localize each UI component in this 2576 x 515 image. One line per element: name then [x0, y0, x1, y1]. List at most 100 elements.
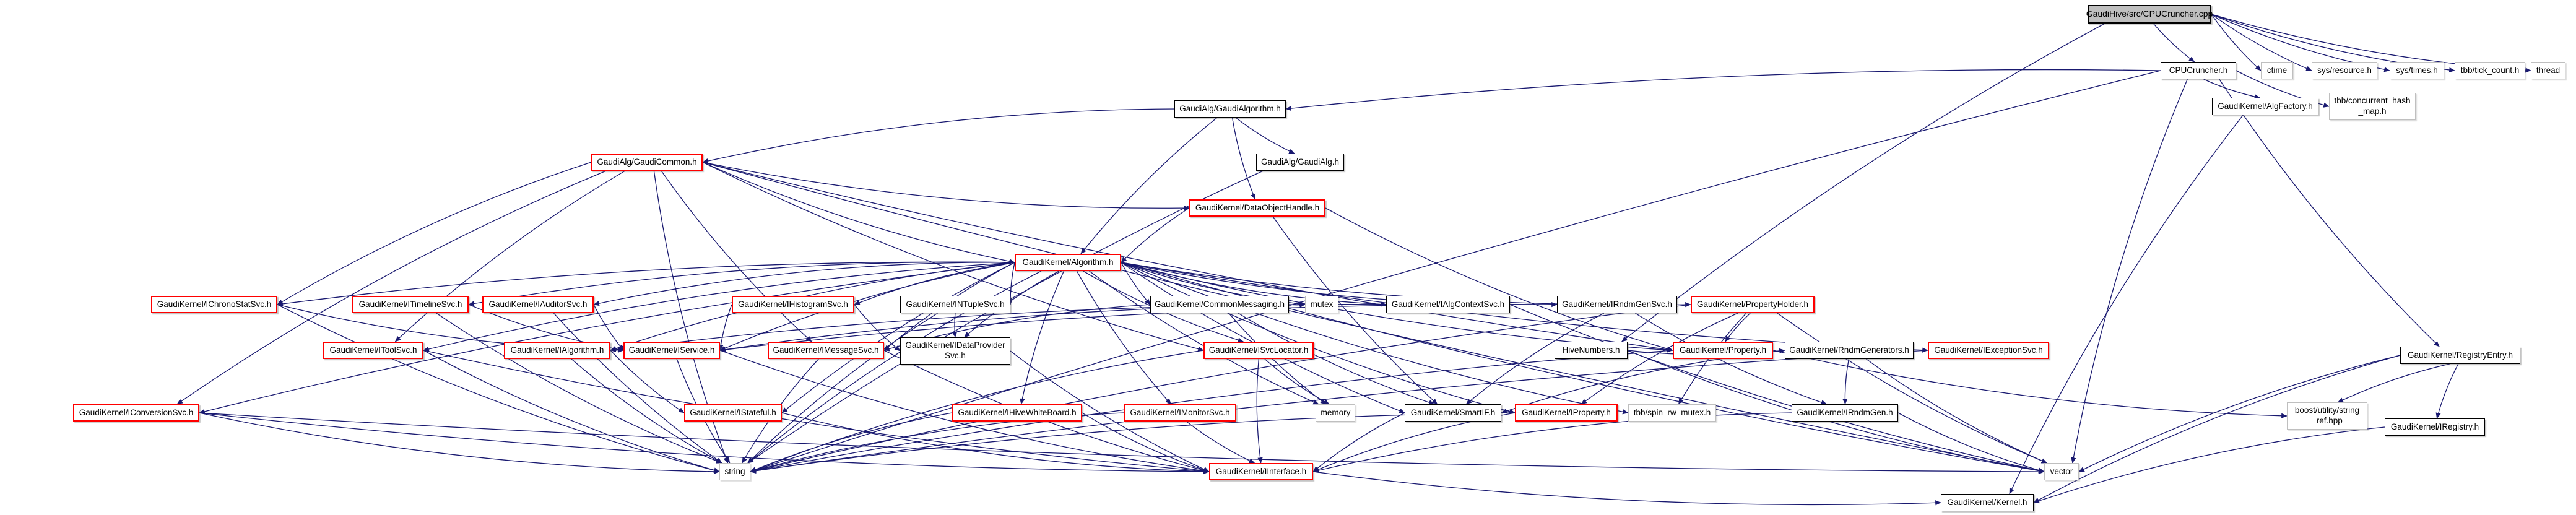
include-edge — [781, 412, 1210, 474]
include-edge — [1082, 412, 1210, 473]
include-edge — [719, 262, 1015, 351]
include-edge — [702, 162, 1673, 352]
include-edge — [719, 350, 1210, 474]
node-kernel[interactable]: GaudiKernel/Kernel.h — [1941, 494, 2034, 511]
include-edge — [1089, 270, 1319, 405]
node-registryentry[interactable]: GaudiKernel/RegistryEntry.h — [2400, 347, 2520, 364]
include-edge — [1121, 262, 1516, 414]
node-iproperty[interactable]: GaudiKernel/IProperty.h — [1515, 404, 1618, 422]
include-edge — [747, 270, 1042, 464]
node-sys-times: sys/times.h — [2390, 62, 2444, 79]
include-edge — [610, 350, 685, 413]
node-cruncher-h[interactable]: CPUCruncher.h — [2161, 62, 2236, 79]
include-edge — [1121, 262, 1405, 413]
include-edge — [1842, 358, 1850, 405]
include-edge — [718, 304, 732, 351]
include-edge — [1621, 23, 2105, 342]
include-edge — [423, 262, 1015, 352]
include-edge — [571, 358, 722, 464]
node-iconversion[interactable]: GaudiKernel/IConversionSvc.h — [73, 404, 199, 422]
node-idataprovider[interactable]: GaudiKernel/IDataProvider Svc.h — [900, 337, 1010, 365]
include-edge — [1256, 358, 1263, 464]
node-istateful[interactable]: GaudiKernel/IStateful.h — [684, 404, 782, 422]
include-edge — [702, 162, 1190, 211]
include-edge — [423, 350, 1210, 474]
node-itimeline[interactable]: GaudiKernel/ITimelineSvc.h — [352, 296, 469, 313]
include-edge — [702, 108, 1175, 164]
node-iexception[interactable]: GaudiKernel/IExceptionSvc.h — [1928, 342, 2049, 359]
include-edge — [1080, 117, 1218, 254]
node-ichronostat[interactable]: GaudiKernel/IChronoStatSvc.h — [151, 296, 277, 313]
include-edge — [199, 412, 720, 475]
node-iregistry[interactable]: GaudiKernel/IRegistry.h — [2385, 418, 2485, 436]
include-edge — [1020, 270, 1065, 405]
node-ihistogram[interactable]: GaudiKernel/IHistogramSvc.h — [732, 296, 854, 313]
include-edge — [1581, 313, 1738, 405]
node-ihivewhiteboard[interactable]: GaudiKernel/IHiveWhiteBoard.h — [952, 404, 1082, 422]
node-commonmessaging[interactable]: GaudiKernel/CommonMessaging.h — [1150, 296, 1289, 313]
include-edge — [199, 412, 1210, 475]
include-edge — [781, 262, 1015, 413]
include-edge — [277, 261, 1015, 307]
node-memory: memory — [1316, 404, 1355, 422]
include-edge — [2203, 79, 2260, 100]
include-edge — [2153, 23, 2195, 63]
node-itoolsvc[interactable]: GaudiKernel/IToolSvc.h — [323, 342, 423, 359]
node-gaudicommon[interactable]: GaudiAlg/GaudiCommon.h — [591, 154, 703, 171]
node-rndmgenerators[interactable]: GaudiKernel/RndmGenerators.h — [1785, 342, 1914, 359]
node-irndmgen[interactable]: GaudiKernel/IRndmGen.h — [1792, 404, 1898, 422]
include-edge — [1312, 471, 1941, 506]
node-algorithm[interactable]: GaudiKernel/Algorithm.h — [1015, 254, 1121, 271]
node-iinterface[interactable]: GaudiKernel/IInterface.h — [1209, 463, 1313, 480]
node-iauditor[interactable]: GaudiKernel/IAuditorSvc.h — [482, 296, 594, 313]
node-booststringref: boost/utility/string _ref.hpp — [2287, 402, 2367, 430]
node-gaudialg[interactable]: GaudiAlg/GaudiAlg.h — [1256, 154, 1344, 171]
node-tick-count: tbb/tick_count.h — [2455, 62, 2525, 79]
node-cpp[interactable]: GaudiHive/src/CPUCruncher.cpp — [2086, 5, 2213, 24]
include-edge — [2211, 14, 2312, 71]
include-edge — [2219, 79, 2440, 347]
include-edge — [661, 170, 812, 342]
include-edge — [1725, 313, 1751, 342]
node-hashmap: tbb/concurrent_hash _map.h — [2329, 93, 2416, 120]
node-ctime: ctime — [2261, 62, 2293, 79]
node-algfactory[interactable]: GaudiKernel/AlgFactory.h — [2212, 98, 2318, 115]
include-edge — [1121, 262, 2045, 474]
node-sys-resource: sys/resource.h — [2312, 62, 2377, 79]
node-ialgcontext[interactable]: GaudiKernel/IAlgContextSvc.h — [1386, 296, 1510, 313]
include-edge — [1272, 216, 1438, 405]
include-edge — [1312, 412, 1405, 472]
include-edge — [1231, 117, 1256, 200]
node-imessagesvc[interactable]: GaudiKernel/IMessageSvc.h — [768, 342, 884, 359]
include-edge — [1772, 350, 2288, 418]
include-edge — [1509, 304, 2045, 474]
include-edge — [1121, 262, 1151, 305]
node-ialgorithm[interactable]: GaudiKernel/IAlgorithm.h — [504, 342, 610, 359]
node-property[interactable]: GaudiKernel/Property.h — [1673, 342, 1773, 359]
node-propertyholder[interactable]: GaudiKernel/PropertyHolder.h — [1691, 296, 1815, 313]
include-edge — [1228, 313, 1327, 405]
include-edge — [1186, 421, 1255, 464]
include-edge — [1121, 262, 1629, 415]
include-edge — [1627, 350, 2045, 474]
include-edge — [1010, 350, 1210, 472]
node-iservice[interactable]: GaudiKernel/IService.h — [623, 342, 720, 359]
node-intuple[interactable]: GaudiKernel/INTupleSvc.h — [900, 296, 1010, 313]
include-edge — [702, 162, 1204, 352]
node-string: string — [719, 463, 750, 480]
include-edge — [1007, 262, 1015, 305]
include-edge — [1312, 412, 1516, 472]
node-hivenumbers[interactable]: HiveNumbers.h — [1555, 342, 1628, 359]
include-edge — [593, 262, 1015, 306]
include-edge — [436, 313, 722, 464]
include-edge — [2033, 426, 2385, 504]
node-smartif[interactable]: GaudiKernel/SmartIF.h — [1405, 404, 1501, 422]
node-gaudialgorithm[interactable]: GaudiAlg/GaudiAlgorithm.h — [1174, 100, 1286, 118]
include-edge — [394, 170, 625, 342]
node-dataobjecthandle[interactable]: GaudiKernel/DataObjectHandle.h — [1189, 199, 1325, 217]
include-edge — [1312, 412, 1792, 474]
node-isvclocator[interactable]: GaudiKernel/ISvcLocator.h — [1203, 342, 1314, 359]
include-edge — [199, 412, 2045, 475]
node-imonitorsvc[interactable]: GaudiKernel/IMonitorSvc.h — [1124, 404, 1236, 422]
node-irndmgensvc[interactable]: GaudiKernel/IRndmGenSvc.h — [1557, 296, 1677, 313]
